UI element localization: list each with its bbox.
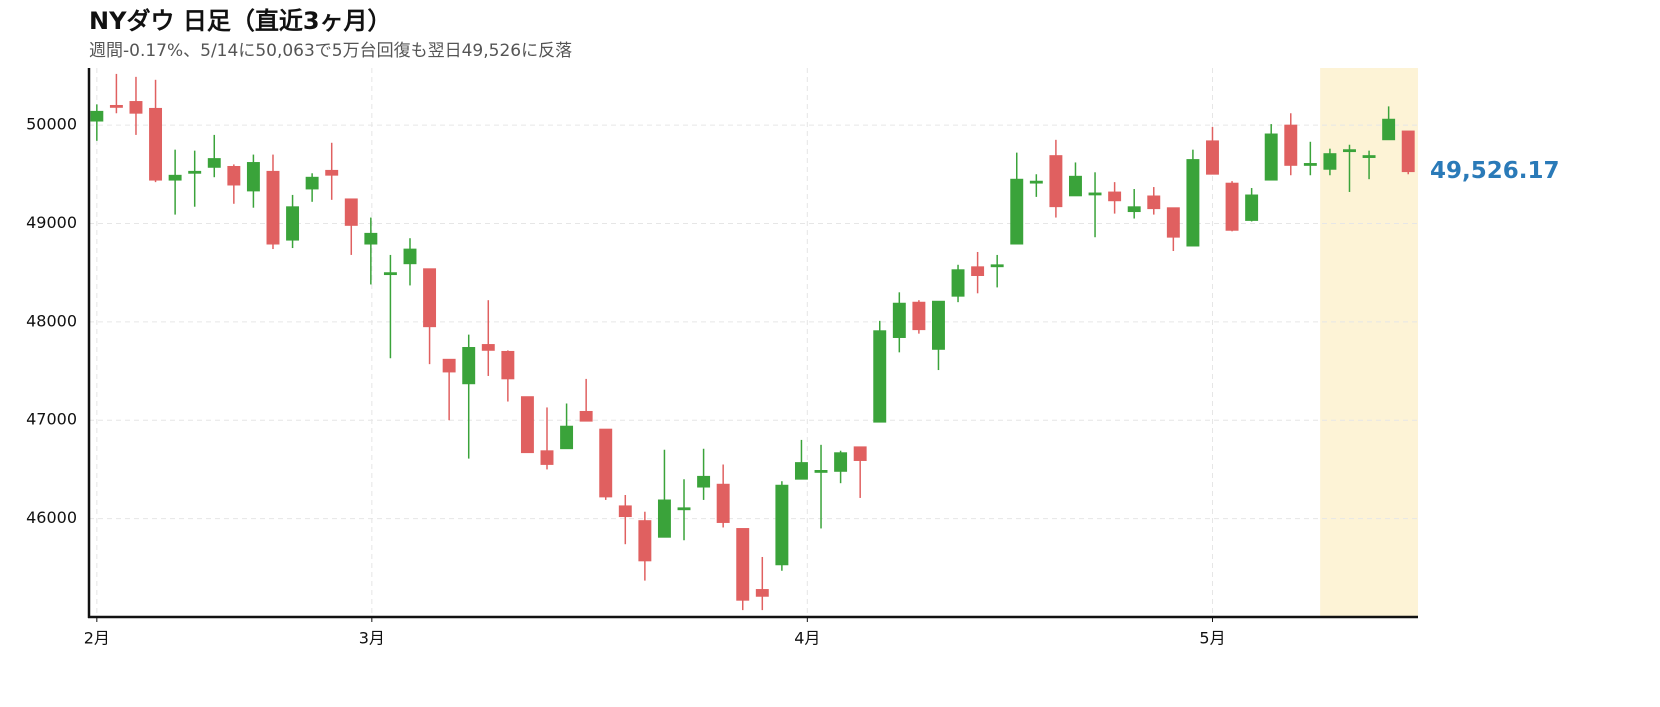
candle-body bbox=[168, 174, 182, 181]
candle-body bbox=[1323, 153, 1337, 170]
candle-body bbox=[1108, 191, 1122, 202]
candle-body bbox=[305, 176, 319, 190]
candle-body bbox=[618, 505, 632, 518]
candle-body bbox=[931, 300, 945, 350]
x-tick-label: 3月 bbox=[359, 629, 385, 648]
candle-body bbox=[520, 396, 534, 454]
candle-body bbox=[599, 428, 613, 498]
candle-body bbox=[834, 452, 848, 472]
candle-body bbox=[990, 264, 1004, 268]
candle-body bbox=[1303, 163, 1317, 166]
candle-body bbox=[266, 170, 280, 245]
candle-body bbox=[1382, 118, 1396, 141]
candle-body bbox=[364, 232, 378, 245]
candle-body bbox=[912, 301, 926, 331]
candle-body bbox=[207, 158, 221, 168]
candle-body bbox=[892, 302, 906, 338]
candle-body bbox=[971, 266, 985, 276]
candle-body bbox=[755, 589, 769, 597]
candle-body bbox=[1225, 182, 1239, 231]
candle-body bbox=[775, 484, 789, 566]
candle-body bbox=[129, 101, 143, 114]
candle-body bbox=[579, 410, 593, 422]
candle-body bbox=[325, 169, 339, 176]
candle-body bbox=[344, 198, 358, 226]
candle-body bbox=[697, 475, 711, 488]
x-tick-label: 4月 bbox=[794, 629, 820, 648]
candle-body bbox=[540, 450, 554, 465]
candle-body bbox=[1186, 159, 1200, 247]
y-tick-label: 49000 bbox=[26, 213, 77, 232]
chart-title: NYダウ 日足（直近3ヶ月） bbox=[89, 7, 392, 35]
candle-body bbox=[853, 446, 867, 461]
candle-body bbox=[560, 425, 574, 450]
candle-body bbox=[1264, 133, 1278, 181]
candle-body bbox=[227, 165, 241, 186]
candle-body bbox=[1166, 207, 1180, 238]
candle-body bbox=[462, 347, 476, 385]
y-tick-label: 47000 bbox=[26, 410, 77, 429]
candle-body bbox=[1010, 178, 1024, 245]
y-tick-label: 48000 bbox=[26, 311, 77, 330]
candle-body bbox=[1127, 206, 1141, 213]
y-tick-label: 46000 bbox=[26, 508, 77, 527]
candle-body bbox=[383, 272, 397, 276]
candle-body bbox=[638, 520, 652, 562]
candle-body bbox=[1069, 175, 1082, 197]
candle-body bbox=[442, 358, 456, 373]
candle-body bbox=[794, 462, 808, 480]
candle-body bbox=[501, 350, 515, 380]
candle-body bbox=[1362, 155, 1376, 158]
candle-body bbox=[873, 330, 887, 423]
candle-body bbox=[677, 507, 691, 511]
candle-body bbox=[149, 107, 163, 181]
candle-body bbox=[1245, 194, 1259, 221]
candle-body bbox=[814, 470, 828, 473]
candle-body bbox=[1088, 192, 1102, 196]
candle-body bbox=[1049, 155, 1063, 208]
candle-body bbox=[1284, 124, 1298, 166]
y-tick-label: 50000 bbox=[26, 115, 77, 134]
candle-body bbox=[1401, 130, 1415, 173]
candle-body bbox=[246, 162, 260, 192]
candle-body bbox=[286, 206, 300, 241]
candle-body bbox=[481, 344, 495, 351]
candle-body bbox=[403, 248, 417, 265]
candle-body bbox=[1343, 149, 1356, 153]
candle-body bbox=[423, 268, 437, 328]
x-tick-label: 2月 bbox=[84, 629, 110, 648]
candle-body bbox=[736, 528, 750, 601]
candle-body bbox=[1147, 195, 1161, 210]
candle-body bbox=[657, 499, 671, 538]
candle-body bbox=[951, 269, 965, 297]
candle-body bbox=[188, 170, 202, 174]
chart-subtitle: 週間-0.17%、5/14に50,063で5万台回復も翌日49,526に反落 bbox=[89, 41, 572, 61]
candle-body bbox=[1029, 180, 1043, 184]
x-tick-label: 5月 bbox=[1199, 629, 1225, 648]
candle-body bbox=[90, 110, 104, 122]
candle-body bbox=[109, 104, 123, 108]
candle-body bbox=[716, 483, 730, 523]
last-price-label: 49,526.17 bbox=[1430, 158, 1560, 184]
candle-body bbox=[1206, 140, 1219, 175]
